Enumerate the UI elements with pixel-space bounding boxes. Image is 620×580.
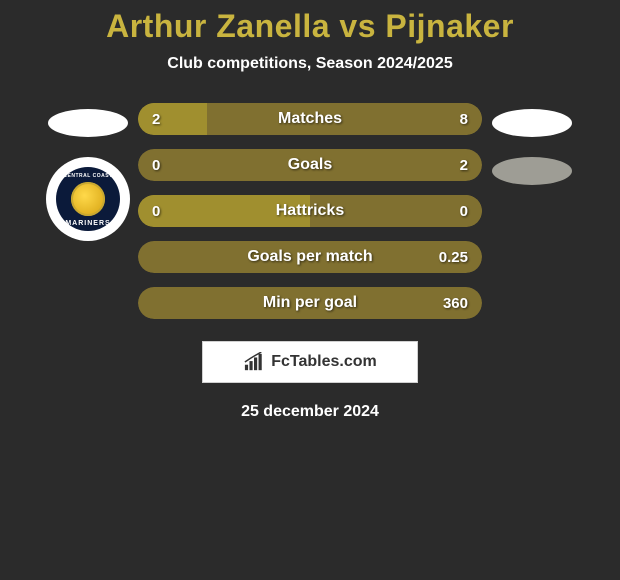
right-player-oval-2 [492,157,572,185]
brand-box: FcTables.com [202,341,418,383]
stat-bar: Goals per match 0.25 [138,241,482,273]
brand-chart-icon [243,352,265,372]
stat-value-right: 8 [460,111,468,128]
infographic-container: Arthur Zanella vs Pijnaker Club competit… [0,0,620,421]
stat-label: Goals [288,156,332,174]
stat-value-right: 2 [460,157,468,174]
stat-label: Hattricks [276,202,344,220]
team-name-bottom: MARINERS [56,220,120,227]
page-title: Arthur Zanella vs Pijnaker [106,8,514,45]
left-player-oval [48,109,128,137]
left-player-col: CENTRAL COAST MARINERS [38,103,138,241]
stat-label: Goals per match [247,248,372,266]
stat-bar: 0 Hattricks 0 [138,195,482,227]
right-player-oval-1 [492,109,572,137]
stat-label: Min per goal [263,294,357,312]
right-player-col [482,103,582,205]
stat-value-right: 360 [443,295,468,312]
stat-fill-left [138,103,207,135]
team-badge-ball-icon [71,182,105,216]
main-row: CENTRAL COAST MARINERS 2Matches80Goals20… [0,103,620,319]
team-badge-inner: CENTRAL COAST MARINERS [56,167,120,231]
stat-bar: 2 Matches 8 [138,103,482,135]
stat-fill-right [207,103,482,135]
stat-value-left: 0 [152,157,160,174]
stat-value-left: 2 [152,111,160,128]
team-name-top: CENTRAL COAST [56,173,120,179]
stat-label: Matches [278,110,342,128]
stat-bar: Min per goal 360 [138,287,482,319]
stat-value-left: 0 [152,203,160,220]
page-subtitle: Club competitions, Season 2024/2025 [167,55,452,73]
stat-bar: 0 Goals 2 [138,149,482,181]
stats-column: 2 Matches 8 0 Goals 2 0 Hattricks 0 Goals per mat… [138,103,482,319]
brand-text: FcTables.com [271,353,377,371]
left-team-badge: CENTRAL COAST MARINERS [46,157,130,241]
date-line: 25 december 2024 [241,403,379,421]
stat-value-right: 0 [460,203,468,220]
stat-value-right: 0.25 [439,249,468,266]
